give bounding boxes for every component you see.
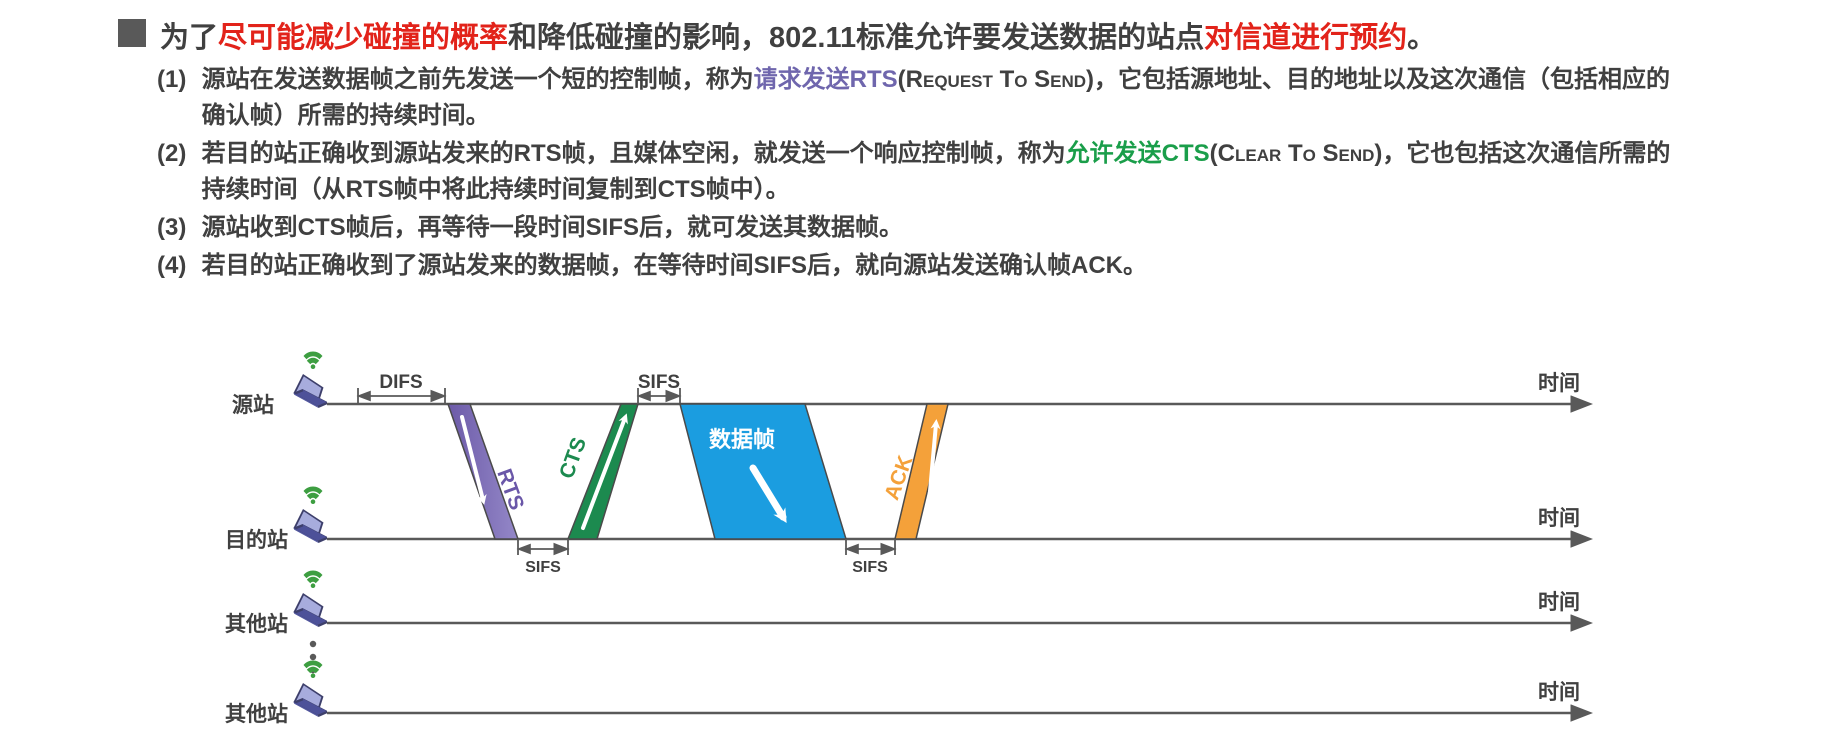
- svg-text:源站: 源站: [232, 393, 274, 417]
- svg-text:目的站: 目的站: [225, 528, 288, 552]
- svg-text:SIFS: SIFS: [638, 372, 680, 393]
- svg-text:DIFS: DIFS: [379, 372, 422, 393]
- svg-text:时间: 时间: [1538, 681, 1580, 704]
- svg-text:时间: 时间: [1538, 372, 1580, 395]
- svg-text:时间: 时间: [1538, 591, 1580, 614]
- svg-text:CTS: CTS: [555, 434, 591, 481]
- svg-text:其他站: 其他站: [225, 612, 288, 636]
- svg-text:SIFS: SIFS: [852, 559, 888, 576]
- svg-text:数据帧: 数据帧: [709, 427, 775, 452]
- svg-text:其他站: 其他站: [225, 702, 288, 726]
- svg-text:SIFS: SIFS: [525, 559, 561, 576]
- svg-text:时间: 时间: [1538, 507, 1580, 530]
